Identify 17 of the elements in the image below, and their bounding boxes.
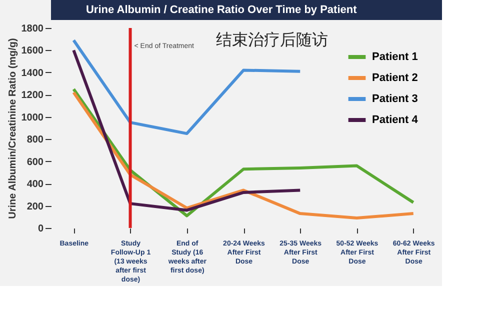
y-axis-title: Urine Albumin/Creatinine Ratio (mg/g) bbox=[7, 38, 18, 219]
y-tick-label: 200 bbox=[26, 201, 44, 212]
y-tick-label: 400 bbox=[26, 179, 44, 190]
y-tick-label: 800 bbox=[26, 134, 44, 146]
annotation: 结束治疗后随访 bbox=[216, 30, 328, 49]
y-tick-label: 1800 bbox=[21, 24, 44, 34]
y-tick-label: 1200 bbox=[21, 90, 44, 102]
y-tick-label: 1400 bbox=[21, 68, 44, 79]
legend-label: Patient 2 bbox=[372, 72, 418, 84]
legend-label: Patient 4 bbox=[372, 114, 419, 126]
legend-label: Patient 3 bbox=[372, 93, 418, 105]
legend-label: Patient 1 bbox=[372, 51, 418, 63]
y-tick-label: 1000 bbox=[21, 112, 44, 124]
y-tick-label: 0 bbox=[38, 224, 44, 234]
y-tick-label: 1600 bbox=[21, 46, 44, 57]
chart-title: Urine Albumin / Creatine Ratio Over Time by Patient bbox=[86, 4, 358, 16]
y-tick-label: 600 bbox=[26, 156, 44, 168]
